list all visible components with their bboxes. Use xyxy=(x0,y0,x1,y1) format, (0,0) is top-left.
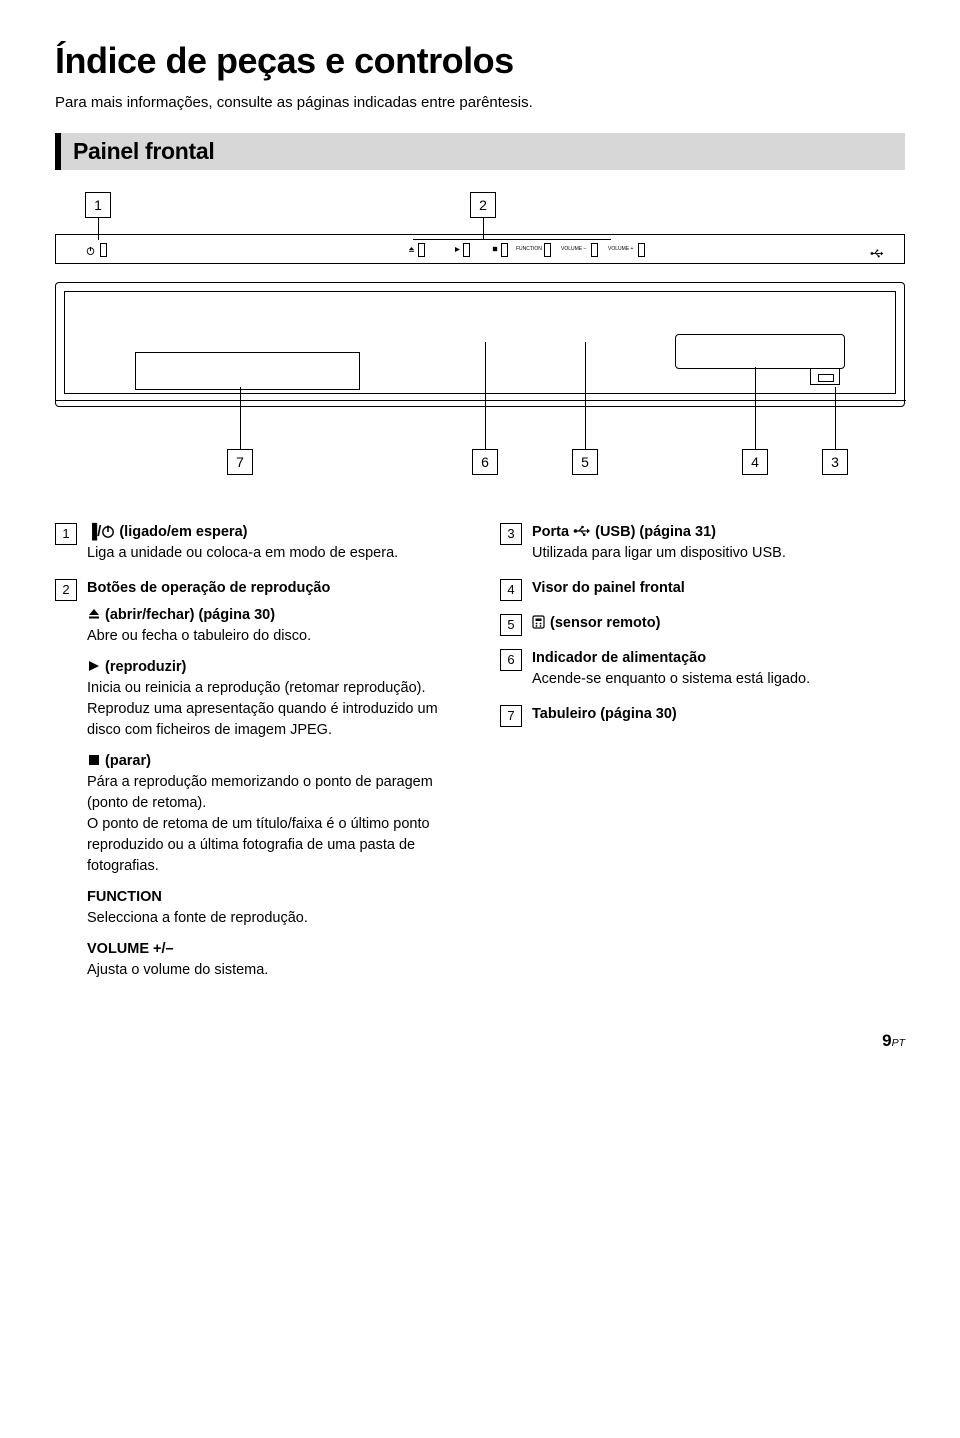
play-button xyxy=(463,243,470,257)
button-strip: FUNCTION VOLUME – VOLUME + xyxy=(55,234,905,264)
page-subtitle: Para mais informações, consulte as págin… xyxy=(55,94,905,111)
callout-2: 2 xyxy=(470,192,496,218)
item-number: 4 xyxy=(500,579,522,601)
device-base xyxy=(56,400,906,406)
item-head: Tabuleiro (página 30) xyxy=(532,704,905,725)
item-head: Visor do painel frontal xyxy=(532,578,905,599)
item-1: 1 ▐/ (ligado/em espera) Liga a unidade o… xyxy=(55,522,460,574)
eject-button xyxy=(418,243,425,257)
usb-port xyxy=(810,368,840,385)
callout-3: 3 xyxy=(822,449,848,475)
page-title: Índice de peças e controlos xyxy=(55,40,905,82)
item-number: 6 xyxy=(500,649,522,671)
function-label: FUNCTION xyxy=(516,246,542,252)
item-number: 5 xyxy=(500,614,522,636)
display-window xyxy=(675,334,845,369)
device-inner xyxy=(64,291,896,394)
sub-text: Selecciona a fonte de reprodução. xyxy=(87,908,460,929)
usb-icon xyxy=(573,524,591,538)
item-head: (sensor remoto) xyxy=(532,613,905,634)
right-column: 3 Porta (USB) (página 31) Utilizada para… xyxy=(500,522,905,991)
item-2: 2 Botões de operação de reprodução xyxy=(55,578,460,601)
item-4: 4 Visor do painel frontal xyxy=(500,578,905,609)
item-head: Botões de operação de reprodução xyxy=(87,578,460,599)
vol-minus-label: VOLUME – xyxy=(561,246,586,252)
power-icon xyxy=(101,524,115,538)
item-head: ▐/ (ligado/em espera) xyxy=(87,522,460,543)
sub-text: Ajusta o volume do sistema. xyxy=(87,960,460,981)
callout-6: 6 xyxy=(472,449,498,475)
eject-label xyxy=(408,246,415,253)
sub-item-volume: VOLUME +/– Ajusta o volume do sistema. xyxy=(87,939,460,981)
sub-item-play: (reproduzir) Inicia ou reinicia a reprod… xyxy=(87,657,460,741)
item-number: 2 xyxy=(55,579,77,601)
item-text: Liga a unidade ou coloca-a em modo de es… xyxy=(87,543,460,564)
leader-line xyxy=(240,387,241,449)
item-number: 1 xyxy=(55,523,77,545)
device-front-panel xyxy=(55,282,905,407)
leader-line xyxy=(755,367,756,449)
item-text: Acende-se enquanto o sistema está ligado… xyxy=(532,669,905,690)
stop-icon xyxy=(87,753,101,767)
item-3: 3 Porta (USB) (página 31) Utilizada para… xyxy=(500,522,905,574)
sub-text: Inicia ou reinicia a reprodução (retomar… xyxy=(87,678,460,741)
disc-tray xyxy=(135,352,360,390)
sub-item-stop: (parar) Pára a reprodução memorizando o … xyxy=(87,751,460,877)
item-7: 7 Tabuleiro (página 30) xyxy=(500,704,905,727)
vol-plus-button xyxy=(638,243,645,257)
play-label xyxy=(454,246,461,253)
section-header: Painel frontal xyxy=(55,133,905,170)
callout-5: 5 xyxy=(572,449,598,475)
page-number: 9PT xyxy=(55,1031,905,1051)
remote-icon xyxy=(532,615,546,629)
item-5: 5 (sensor remoto) xyxy=(500,613,905,644)
vol-plus-label: VOLUME + xyxy=(608,246,633,252)
callout-1: 1 xyxy=(85,192,111,218)
item-6: 6 Indicador de alimentação Acende-se enq… xyxy=(500,648,905,700)
sub-text: Abre ou fecha o tabuleiro do disco. xyxy=(87,626,460,647)
leader-line xyxy=(485,342,486,449)
eject-icon xyxy=(87,607,101,621)
play-icon xyxy=(87,659,101,673)
front-panel-diagram: 1 2 FUNCTION VOLUME – VOLUME + xyxy=(55,192,905,492)
sub-text: Pára a reprodução memorizando o ponto de… xyxy=(87,772,460,877)
function-button xyxy=(544,243,551,257)
usb-icon xyxy=(870,244,884,262)
stop-button xyxy=(501,243,508,257)
sub-item-eject: (abrir/fechar) (página 30) Abre ou fecha… xyxy=(87,605,460,647)
vol-minus-button xyxy=(591,243,598,257)
left-column: 1 ▐/ (ligado/em espera) Liga a unidade o… xyxy=(55,522,460,991)
item-head: Porta (USB) (página 31) xyxy=(532,522,905,543)
leader-line xyxy=(835,387,836,449)
item-number: 3 xyxy=(500,523,522,545)
power-label xyxy=(86,246,95,255)
callout-4: 4 xyxy=(742,449,768,475)
item-text: Utilizada para ligar um dispositivo USB. xyxy=(532,543,905,564)
item-number: 7 xyxy=(500,705,522,727)
stop-label xyxy=(492,246,498,252)
sub-item-function: FUNCTION Selecciona a fonte de reproduçã… xyxy=(87,887,460,929)
item-head: Indicador de alimentação xyxy=(532,648,905,669)
leader-line xyxy=(585,342,586,449)
power-button xyxy=(100,243,107,257)
callout-7: 7 xyxy=(227,449,253,475)
